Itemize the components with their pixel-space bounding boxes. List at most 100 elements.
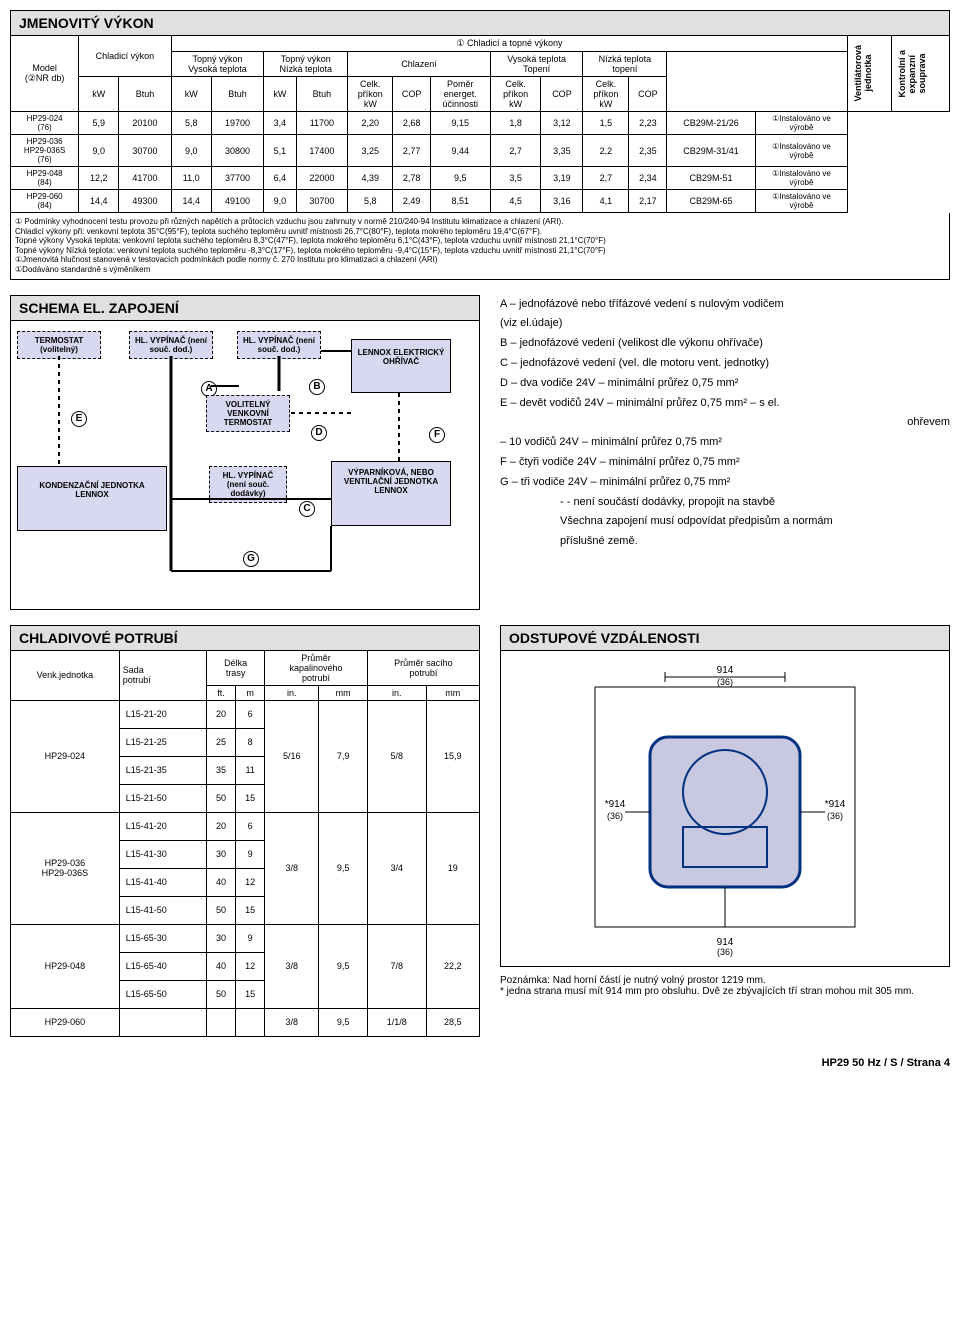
cell-lt_cop: 2,34 [629, 167, 667, 190]
cell-cool_cop: 2,77 [393, 135, 430, 167]
cell-hh_kw: 14,4 [171, 190, 211, 213]
hdr-suction: Průměr sacího potrubí [367, 650, 479, 685]
cell-c_kw: 12,2 [79, 167, 119, 190]
cell-kit: L15-41-30 [119, 840, 206, 868]
condensing-unit-box: KONDENZAČNÍ JEDNOTKA LENNOX [17, 466, 167, 531]
clearance-svg: 914 (36) *914 (36) *914 (36) 914 (36) [565, 657, 885, 957]
cell-liq_in: 3/8 [265, 812, 319, 924]
hdr-m: m [236, 685, 265, 700]
legend-line: E – devět vodičů 24V – minimální průřez … [500, 394, 950, 414]
cell-hh_btuh: 37700 [211, 167, 263, 190]
table-row: HP29-036 HP29-036SL15-41-202063/89,53/41… [11, 812, 480, 840]
legend-line: – 10 vodičů 24V – minimální průřez 0,75 … [500, 433, 950, 453]
cell-cool_eer: 9,5 [430, 167, 490, 190]
cell-cool_p: 2,20 [348, 112, 393, 135]
legend-line: B – jednofázové vedení (velikost dle výk… [500, 334, 950, 354]
cell-unit: HP29-024 [11, 700, 120, 812]
cell-ht_cop: 3,12 [541, 112, 583, 135]
svg-text:*914: *914 [605, 799, 626, 810]
cell-lt_cop: 2,35 [629, 135, 667, 167]
footnote-line: Topné výkony Vysoká teplota: venkovní te… [15, 236, 945, 246]
table-row: HP29-024 (76)5,9201005,8197003,4117002,2… [11, 112, 950, 135]
cell-cool_cop: 2,49 [393, 190, 430, 213]
cell-suc_mm: 28,5 [426, 1008, 479, 1036]
cell-hl_btuh: 22000 [296, 167, 348, 190]
cell-kit: L15-21-20 [119, 700, 206, 728]
cell-lt_p: 4,1 [583, 190, 629, 213]
cell-suc_in: 3/4 [367, 812, 426, 924]
hdr-topny: ① Chladicí a topné výkony [171, 36, 848, 52]
hdr-cooling: Chlazení [348, 52, 491, 77]
cell-suc_in: 5/8 [367, 700, 426, 812]
legend-line: ohřevem [500, 413, 950, 433]
cell-hh_kw: 9,0 [171, 135, 211, 167]
hdr-in: in. [367, 685, 426, 700]
cell-liq_in: 3/8 [265, 1008, 319, 1036]
cell-ctrl: ①Instalováno ve výrobě [755, 167, 848, 190]
cell-ft: 35 [206, 756, 235, 784]
cell-kit: L15-41-20 [119, 812, 206, 840]
hdr-pomer: Poměr energet. účinnosti [430, 77, 490, 112]
switch3-box: HL. VYPÍNAČ (není souč. dodávky) [209, 466, 287, 503]
clearance-section: ODSTUPOVÉ VZDÁLENOSTI 914 (36) *914 (36 [500, 625, 950, 997]
cell-ft: 30 [206, 840, 235, 868]
cell-m: 15 [236, 980, 265, 1008]
label-c: C [299, 501, 315, 517]
cell-model: HP29-048 (84) [11, 167, 79, 190]
piping-title: CHLADIVOVÉ POTRUBÍ [10, 625, 480, 650]
legend-line: D – dva vodiče 24V – minimální průřez 0,… [500, 374, 950, 394]
cell-cool_eer: 9,44 [430, 135, 490, 167]
cell-kit: L15-65-30 [119, 924, 206, 952]
cell-c_btuh: 20100 [119, 112, 171, 135]
cell-hh_btuh: 30800 [211, 135, 263, 167]
piping-section: CHLADIVOVÉ POTRUBÍ Venk.jednotka Sada po… [10, 625, 480, 1037]
hdr-length: Délka trasy [206, 650, 264, 685]
cell-suc_mm: 19 [426, 812, 479, 924]
cell-cool_p: 4,39 [348, 167, 393, 190]
hdr-celk: Celk. příkon kW [348, 77, 393, 112]
legend-line: C – jednofázové vedení (vel. dle motoru … [500, 354, 950, 374]
cell-ht_p: 1,8 [490, 112, 541, 135]
svg-text:(36): (36) [717, 947, 733, 957]
cell-ft: 40 [206, 952, 235, 980]
cell-unit: HP29-048 [11, 924, 120, 1008]
footnote-line: ① Podmínky vyhodnocení testu provozu při… [15, 217, 945, 227]
schema-diagram: TERMOSTAT (volitelný) HL. VYPÍNAČ (není … [10, 320, 480, 610]
hdr-high-temp: Vysoká teplota Topení [490, 52, 583, 77]
hdr-control: Kontrolní a expanzní souprava [892, 36, 950, 112]
cell-ft: 30 [206, 924, 235, 952]
cell-ft: 40 [206, 868, 235, 896]
cell-m: 6 [236, 812, 265, 840]
cell-suc_in: 7/8 [367, 924, 426, 1008]
hdr-cop: COP [541, 77, 583, 112]
label-g: G [243, 551, 259, 567]
legend-line: A – jednofázové nebo třífázové vedení s … [500, 295, 950, 315]
cell-lt_p: 2,2 [583, 135, 629, 167]
footnotes: ① Podmínky vyhodnocení testu provozu při… [10, 213, 950, 280]
cell-ht_cop: 3,19 [541, 167, 583, 190]
cell-m: 11 [236, 756, 265, 784]
cell-m: 9 [236, 924, 265, 952]
cell-fan: CB29M-21/26 [667, 112, 755, 135]
rated-output-table: Model (②NR db) Chladicí výkon ① Chladicí… [10, 35, 950, 213]
cell-kit: L15-41-50 [119, 896, 206, 924]
label-f: F [429, 427, 445, 443]
cell-cool_eer: 8,51 [430, 190, 490, 213]
table-row: HP29-0603/89,51/1/828,5 [11, 1008, 480, 1036]
cell-unit: HP29-036 HP29-036S [11, 812, 120, 924]
hdr-cool-cap: Chladicí výkon [79, 36, 171, 77]
cell-cool_cop: 2,68 [393, 112, 430, 135]
cell-liq_in: 5/16 [265, 700, 319, 812]
footnote-line: Chladicí výkony při: venkovní teplota 35… [15, 227, 945, 237]
hdr-celk: Celk. příkon kW [583, 77, 629, 112]
cell-c_btuh: 41700 [119, 167, 171, 190]
cell-fan: CB29M-65 [667, 190, 755, 213]
svg-text:(36): (36) [827, 811, 843, 821]
cell-ft: 50 [206, 896, 235, 924]
cell-suc_in: 1/1/8 [367, 1008, 426, 1036]
cell-ht_cop: 3,35 [541, 135, 583, 167]
cell-hl_btuh: 30700 [296, 190, 348, 213]
hdr-btuh: Btuh [211, 77, 263, 112]
cell-suc_mm: 15,9 [426, 700, 479, 812]
rated-output-section: JMENOVITÝ VÝKON Model (②NR db) Chladicí … [10, 10, 950, 280]
